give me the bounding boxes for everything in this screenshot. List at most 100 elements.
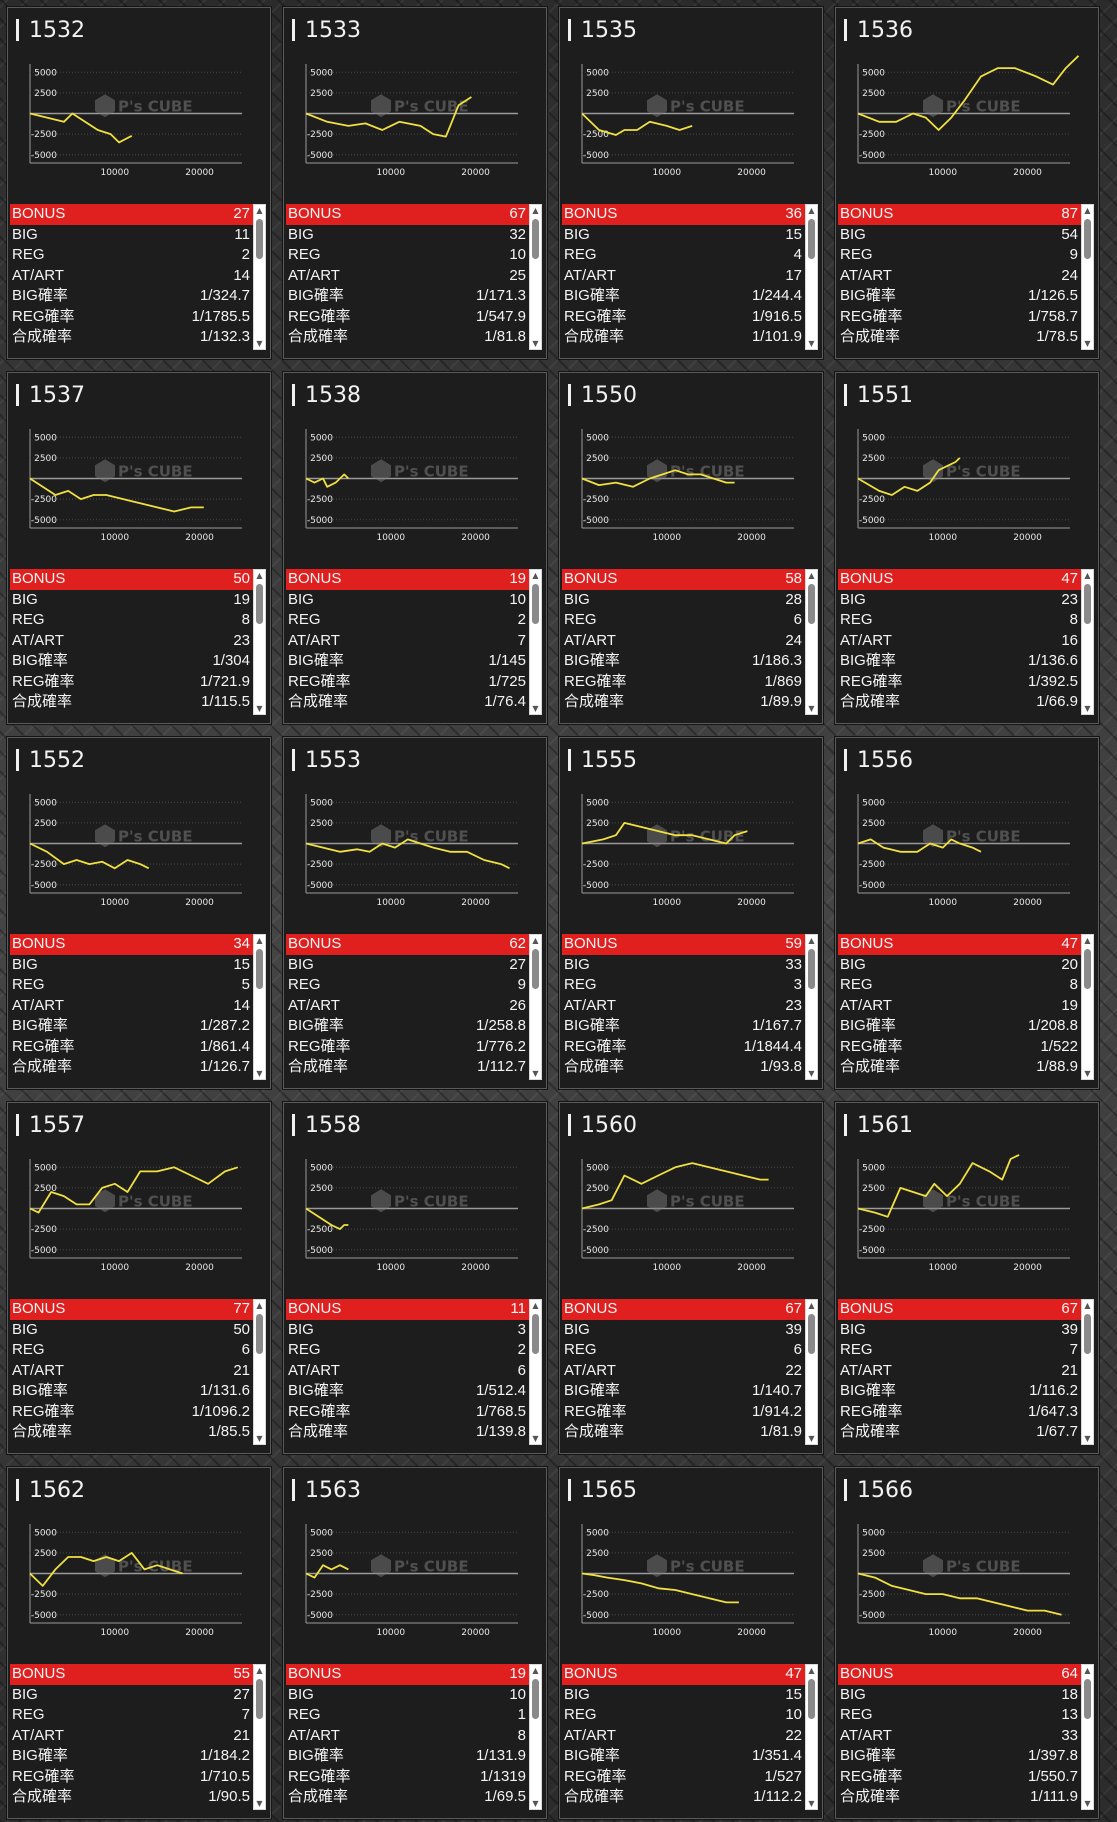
machine-card[interactable]: 1537 5000 2500 -2500 -5000 10000 20000 P's CUBE… (7, 372, 271, 724)
machine-number[interactable]: 1537 (29, 383, 85, 408)
scroll-up-arrow-icon[interactable]: ▲ (1084, 1301, 1091, 1310)
scroll-down-arrow-icon[interactable]: ▼ (1084, 1799, 1091, 1808)
stats-scrollbar[interactable]: ▲ ▼ (253, 934, 266, 1080)
scroll-up-arrow-icon[interactable]: ▲ (256, 1666, 263, 1675)
machine-card[interactable]: 1536 5000 2500 -2500 -5000 10000 20000 P's CUBE… (835, 7, 1099, 359)
machine-card[interactable]: 1563 5000 2500 -2500 -5000 10000 20000 P's CUBE… (283, 1467, 547, 1819)
scroll-thumb[interactable] (256, 1679, 263, 1719)
scroll-thumb[interactable] (808, 219, 815, 259)
scroll-up-arrow-icon[interactable]: ▲ (1084, 571, 1091, 580)
machine-number[interactable]: 1532 (29, 18, 85, 43)
scroll-down-arrow-icon[interactable]: ▼ (532, 704, 539, 713)
stats-scrollbar[interactable]: ▲ ▼ (529, 569, 542, 715)
machine-card[interactable]: 1561 5000 2500 -2500 -5000 10000 20000 P's CUBE… (835, 1102, 1099, 1454)
machine-number[interactable]: 1557 (29, 1113, 85, 1138)
machine-number[interactable]: 1558 (305, 1113, 361, 1138)
machine-number[interactable]: 1552 (29, 748, 85, 773)
scroll-thumb[interactable] (256, 219, 263, 259)
scroll-down-arrow-icon[interactable]: ▼ (808, 1434, 815, 1443)
machine-number[interactable]: 1562 (29, 1478, 85, 1503)
machine-card[interactable]: 1565 5000 2500 -2500 -5000 10000 20000 P's CUBE… (559, 1467, 823, 1819)
scroll-up-arrow-icon[interactable]: ▲ (808, 571, 815, 580)
scroll-thumb[interactable] (808, 1679, 815, 1719)
machine-card[interactable]: 1532 5000 2500 -2500 -5000 10000 20000 P's CUBE… (7, 7, 271, 359)
scroll-up-arrow-icon[interactable]: ▲ (256, 1301, 263, 1310)
machine-number[interactable]: 1553 (305, 748, 361, 773)
machine-number[interactable]: 1566 (857, 1478, 913, 1503)
scroll-up-arrow-icon[interactable]: ▲ (808, 206, 815, 215)
scroll-down-arrow-icon[interactable]: ▼ (532, 1799, 539, 1808)
machine-card[interactable]: 1535 5000 2500 -2500 -5000 10000 20000 P's CUBE… (559, 7, 823, 359)
machine-card[interactable]: 1556 5000 2500 -2500 -5000 10000 20000 P's CUBE… (835, 737, 1099, 1089)
scroll-up-arrow-icon[interactable]: ▲ (1084, 1666, 1091, 1675)
machine-number[interactable]: 1556 (857, 748, 913, 773)
stats-scrollbar[interactable]: ▲ ▼ (805, 569, 818, 715)
scroll-down-arrow-icon[interactable]: ▼ (256, 704, 263, 713)
scroll-up-arrow-icon[interactable]: ▲ (1084, 936, 1091, 945)
scroll-thumb[interactable] (532, 949, 539, 989)
machine-card[interactable]: 1557 5000 2500 -2500 -5000 10000 20000 P's CUBE… (7, 1102, 271, 1454)
stats-scrollbar[interactable]: ▲ ▼ (529, 1299, 542, 1445)
stats-scrollbar[interactable]: ▲ ▼ (1081, 204, 1094, 350)
machine-card[interactable]: 1553 5000 2500 -2500 -5000 10000 20000 P's CUBE… (283, 737, 547, 1089)
machine-card[interactable]: 1558 5000 2500 -2500 -5000 10000 20000 P's CUBE… (283, 1102, 547, 1454)
stats-scrollbar[interactable]: ▲ ▼ (1081, 1664, 1094, 1810)
scroll-thumb[interactable] (256, 1314, 263, 1354)
scroll-up-arrow-icon[interactable]: ▲ (532, 571, 539, 580)
machine-number[interactable]: 1563 (305, 1478, 361, 1503)
stats-scrollbar[interactable]: ▲ ▼ (529, 1664, 542, 1810)
machine-card[interactable]: 1566 5000 2500 -2500 -5000 10000 20000 P's CUBE… (835, 1467, 1099, 1819)
scroll-up-arrow-icon[interactable]: ▲ (808, 936, 815, 945)
scroll-down-arrow-icon[interactable]: ▼ (808, 704, 815, 713)
scroll-down-arrow-icon[interactable]: ▼ (532, 1434, 539, 1443)
machine-card[interactable]: 1550 5000 2500 -2500 -5000 10000 20000 P's CUBE… (559, 372, 823, 724)
scroll-down-arrow-icon[interactable]: ▼ (256, 1069, 263, 1078)
machine-number[interactable]: 1565 (581, 1478, 637, 1503)
stats-scrollbar[interactable]: ▲ ▼ (805, 204, 818, 350)
scroll-down-arrow-icon[interactable]: ▼ (532, 1069, 539, 1078)
machine-number[interactable]: 1536 (857, 18, 913, 43)
scroll-thumb[interactable] (532, 1314, 539, 1354)
machine-number[interactable]: 1561 (857, 1113, 913, 1138)
scroll-up-arrow-icon[interactable]: ▲ (1084, 206, 1091, 215)
scroll-down-arrow-icon[interactable]: ▼ (808, 339, 815, 348)
stats-scrollbar[interactable]: ▲ ▼ (805, 1299, 818, 1445)
stats-scrollbar[interactable]: ▲ ▼ (253, 204, 266, 350)
scroll-thumb[interactable] (256, 584, 263, 624)
machine-card[interactable]: 1560 5000 2500 -2500 -5000 10000 20000 P's CUBE… (559, 1102, 823, 1454)
machine-number[interactable]: 1551 (857, 383, 913, 408)
scroll-down-arrow-icon[interactable]: ▼ (1084, 1069, 1091, 1078)
scroll-down-arrow-icon[interactable]: ▼ (1084, 339, 1091, 348)
scroll-down-arrow-icon[interactable]: ▼ (808, 1799, 815, 1808)
stats-scrollbar[interactable]: ▲ ▼ (805, 1664, 818, 1810)
stats-scrollbar[interactable]: ▲ ▼ (805, 934, 818, 1080)
machine-card[interactable]: 1552 5000 2500 -2500 -5000 10000 20000 P's CUBE… (7, 737, 271, 1089)
scroll-down-arrow-icon[interactable]: ▼ (1084, 704, 1091, 713)
scroll-thumb[interactable] (808, 949, 815, 989)
scroll-down-arrow-icon[interactable]: ▼ (256, 1799, 263, 1808)
scroll-thumb[interactable] (808, 584, 815, 624)
machine-card[interactable]: 1555 5000 2500 -2500 -5000 10000 20000 P's CUBE… (559, 737, 823, 1089)
scroll-up-arrow-icon[interactable]: ▲ (256, 571, 263, 580)
stats-scrollbar[interactable]: ▲ ▼ (1081, 569, 1094, 715)
machine-card[interactable]: 1562 5000 2500 -2500 -5000 10000 20000 P's CUBE… (7, 1467, 271, 1819)
stats-scrollbar[interactable]: ▲ ▼ (1081, 1299, 1094, 1445)
scroll-thumb[interactable] (808, 1314, 815, 1354)
machine-number[interactable]: 1533 (305, 18, 361, 43)
scroll-up-arrow-icon[interactable]: ▲ (808, 1301, 815, 1310)
scroll-up-arrow-icon[interactable]: ▲ (532, 1301, 539, 1310)
scroll-down-arrow-icon[interactable]: ▼ (1084, 1434, 1091, 1443)
stats-scrollbar[interactable]: ▲ ▼ (253, 1664, 266, 1810)
scroll-thumb[interactable] (532, 584, 539, 624)
scroll-up-arrow-icon[interactable]: ▲ (532, 1666, 539, 1675)
scroll-thumb[interactable] (256, 949, 263, 989)
machine-number[interactable]: 1535 (581, 18, 637, 43)
stats-scrollbar[interactable]: ▲ ▼ (1081, 934, 1094, 1080)
machine-card[interactable]: 1551 5000 2500 -2500 -5000 10000 20000 P's CUBE… (835, 372, 1099, 724)
machine-number[interactable]: 1538 (305, 383, 361, 408)
machine-card[interactable]: 1533 5000 2500 -2500 -5000 10000 20000 P's CUBE… (283, 7, 547, 359)
scroll-down-arrow-icon[interactable]: ▼ (256, 1434, 263, 1443)
machine-card[interactable]: 1538 5000 2500 -2500 -5000 10000 20000 P's CUBE… (283, 372, 547, 724)
machine-number[interactable]: 1550 (581, 383, 637, 408)
scroll-down-arrow-icon[interactable]: ▼ (532, 339, 539, 348)
